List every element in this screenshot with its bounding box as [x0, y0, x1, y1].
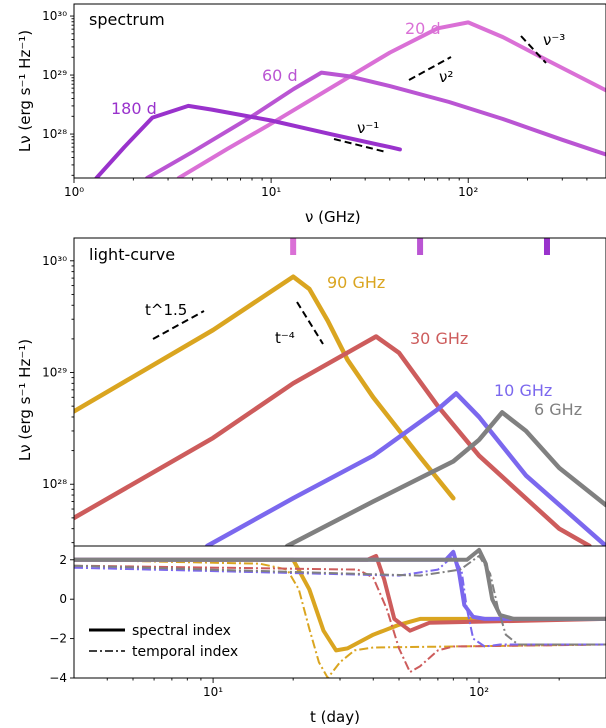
- index-ytick-0-label: 2: [59, 553, 67, 567]
- index-plot-area: [74, 547, 606, 678]
- slope-t-1-5-label: t^1.5: [145, 301, 187, 319]
- lightcurve-epoch-markers: [290, 238, 550, 255]
- legend-temporal-index: temporal index: [132, 644, 238, 660]
- spectrum-xtick-2-label: 10²: [458, 185, 478, 199]
- spectrum-plot-area: [94, 20, 606, 178]
- spectrum-panel: spectrum 10⁰ 10¹ 10² 10²⁸ 10²⁹ 10³⁰ ν (GHz) L…: [16, 3, 606, 226]
- spectrum-ytick-1-label: 10²⁹: [42, 68, 67, 82]
- spectrum-xtick-0-label: 10⁰: [64, 185, 84, 199]
- slope-nu-minus-1-label: ν⁻¹: [357, 119, 379, 137]
- lightcurve-title: light-curve: [89, 245, 175, 264]
- index-ticks: 10¹ 10² 2 0 −2 −4: [49, 553, 560, 699]
- series-label-180d: 180 d: [111, 99, 157, 118]
- spectrum-ticks: 10⁰ 10¹ 10² 10²⁸ 10²⁹ 10³⁰: [42, 9, 588, 199]
- index-xtick-0-label: 10¹: [203, 685, 223, 699]
- slope-t-minus-4-line: [296, 301, 324, 345]
- spectrum-series-20-d: [176, 20, 606, 178]
- index-ytick-3-label: −4: [49, 671, 67, 685]
- epoch-marker-1: [417, 238, 424, 255]
- lightcurve-plot-area: [74, 274, 606, 546]
- series-label-20d: 20 d: [405, 19, 441, 38]
- index-series-6-ghz-spectral: [74, 547, 606, 621]
- slope-nu-minus-1-line: [333, 138, 387, 153]
- index-legend: spectral index temporal index: [89, 623, 238, 660]
- slope-t-minus-4-label: t⁻⁴: [275, 329, 295, 347]
- epoch-marker-0: [290, 238, 297, 255]
- lightcurve-ytick-2-label: 10³⁰: [42, 254, 67, 268]
- index-ytick-2-label: −2: [49, 632, 67, 646]
- index-series-6-ghz-temporal: [74, 554, 606, 646]
- legend-spectral-index: spectral index: [132, 623, 231, 639]
- spectrum-axes-frame: [73, 3, 606, 179]
- index-xtick-1-label: 10²: [469, 685, 489, 699]
- index-series-10-ghz-temporal: [74, 554, 606, 648]
- lightcurve-series-90-ghz: [74, 274, 456, 501]
- lightcurve-series-10-ghz: [204, 391, 606, 546]
- index-x-axis-label: t (day): [310, 708, 360, 726]
- lightcurve-ytick-1-label: 10²⁹: [42, 366, 67, 380]
- spectrum-series-180-d: [94, 103, 402, 178]
- series-label-60d: 60 d: [262, 66, 298, 85]
- spectrum-series-60-d: [145, 70, 606, 178]
- spectrum-y-axis-label: Lν (erg s⁻¹ Hz⁻¹): [16, 30, 34, 152]
- epoch-marker-2: [543, 238, 550, 255]
- spectrum-ytick-2-label: 10³⁰: [42, 9, 67, 23]
- index-ytick-1-label: 0: [59, 592, 67, 606]
- lightcurve-ytick-0-label: 10²⁸: [42, 477, 67, 491]
- slope-nu-2-label: ν²: [439, 68, 453, 86]
- lightcurve-panel: light-curve 10²⁸ 10²⁹ 10³⁰ Lν (erg s⁻¹ Hz⁻…: [16, 237, 606, 547]
- slope-nu-minus-3-label: ν⁻³: [543, 31, 565, 49]
- series-label-90ghz: 90 GHz: [327, 273, 385, 292]
- slope-t-1-5-line: [152, 310, 205, 340]
- slope-nu-2-line: [408, 56, 452, 81]
- lightcurve-ticks: 10²⁸ 10²⁹ 10³⁰: [42, 254, 74, 544]
- spectrum-xtick-1-label: 10¹: [261, 185, 281, 199]
- index-series-10-ghz-spectral: [74, 549, 606, 621]
- series-label-30ghz: 30 GHz: [410, 329, 468, 348]
- spectrum-x-axis-label: ν (GHz): [305, 208, 361, 226]
- series-label-6ghz: 6 GHz: [534, 400, 582, 419]
- spectrum-ytick-0-label: 10²⁸: [42, 127, 67, 141]
- series-label-10ghz: 10 GHz: [494, 381, 552, 400]
- slope-nu-minus-3-line: [520, 35, 547, 64]
- index-series-90-ghz-spectral: [74, 557, 606, 653]
- lightcurve-series-30-ghz: [74, 334, 592, 546]
- index-panel: 10¹ 10² 2 0 −2 −4 spectral index temporal ind…: [49, 545, 606, 726]
- lightcurve-y-axis-label: Lν (erg s⁻¹ Hz⁻¹): [16, 339, 34, 461]
- spectrum-title: spectrum: [89, 10, 165, 29]
- lightcurve-series-6-ghz: [284, 410, 606, 546]
